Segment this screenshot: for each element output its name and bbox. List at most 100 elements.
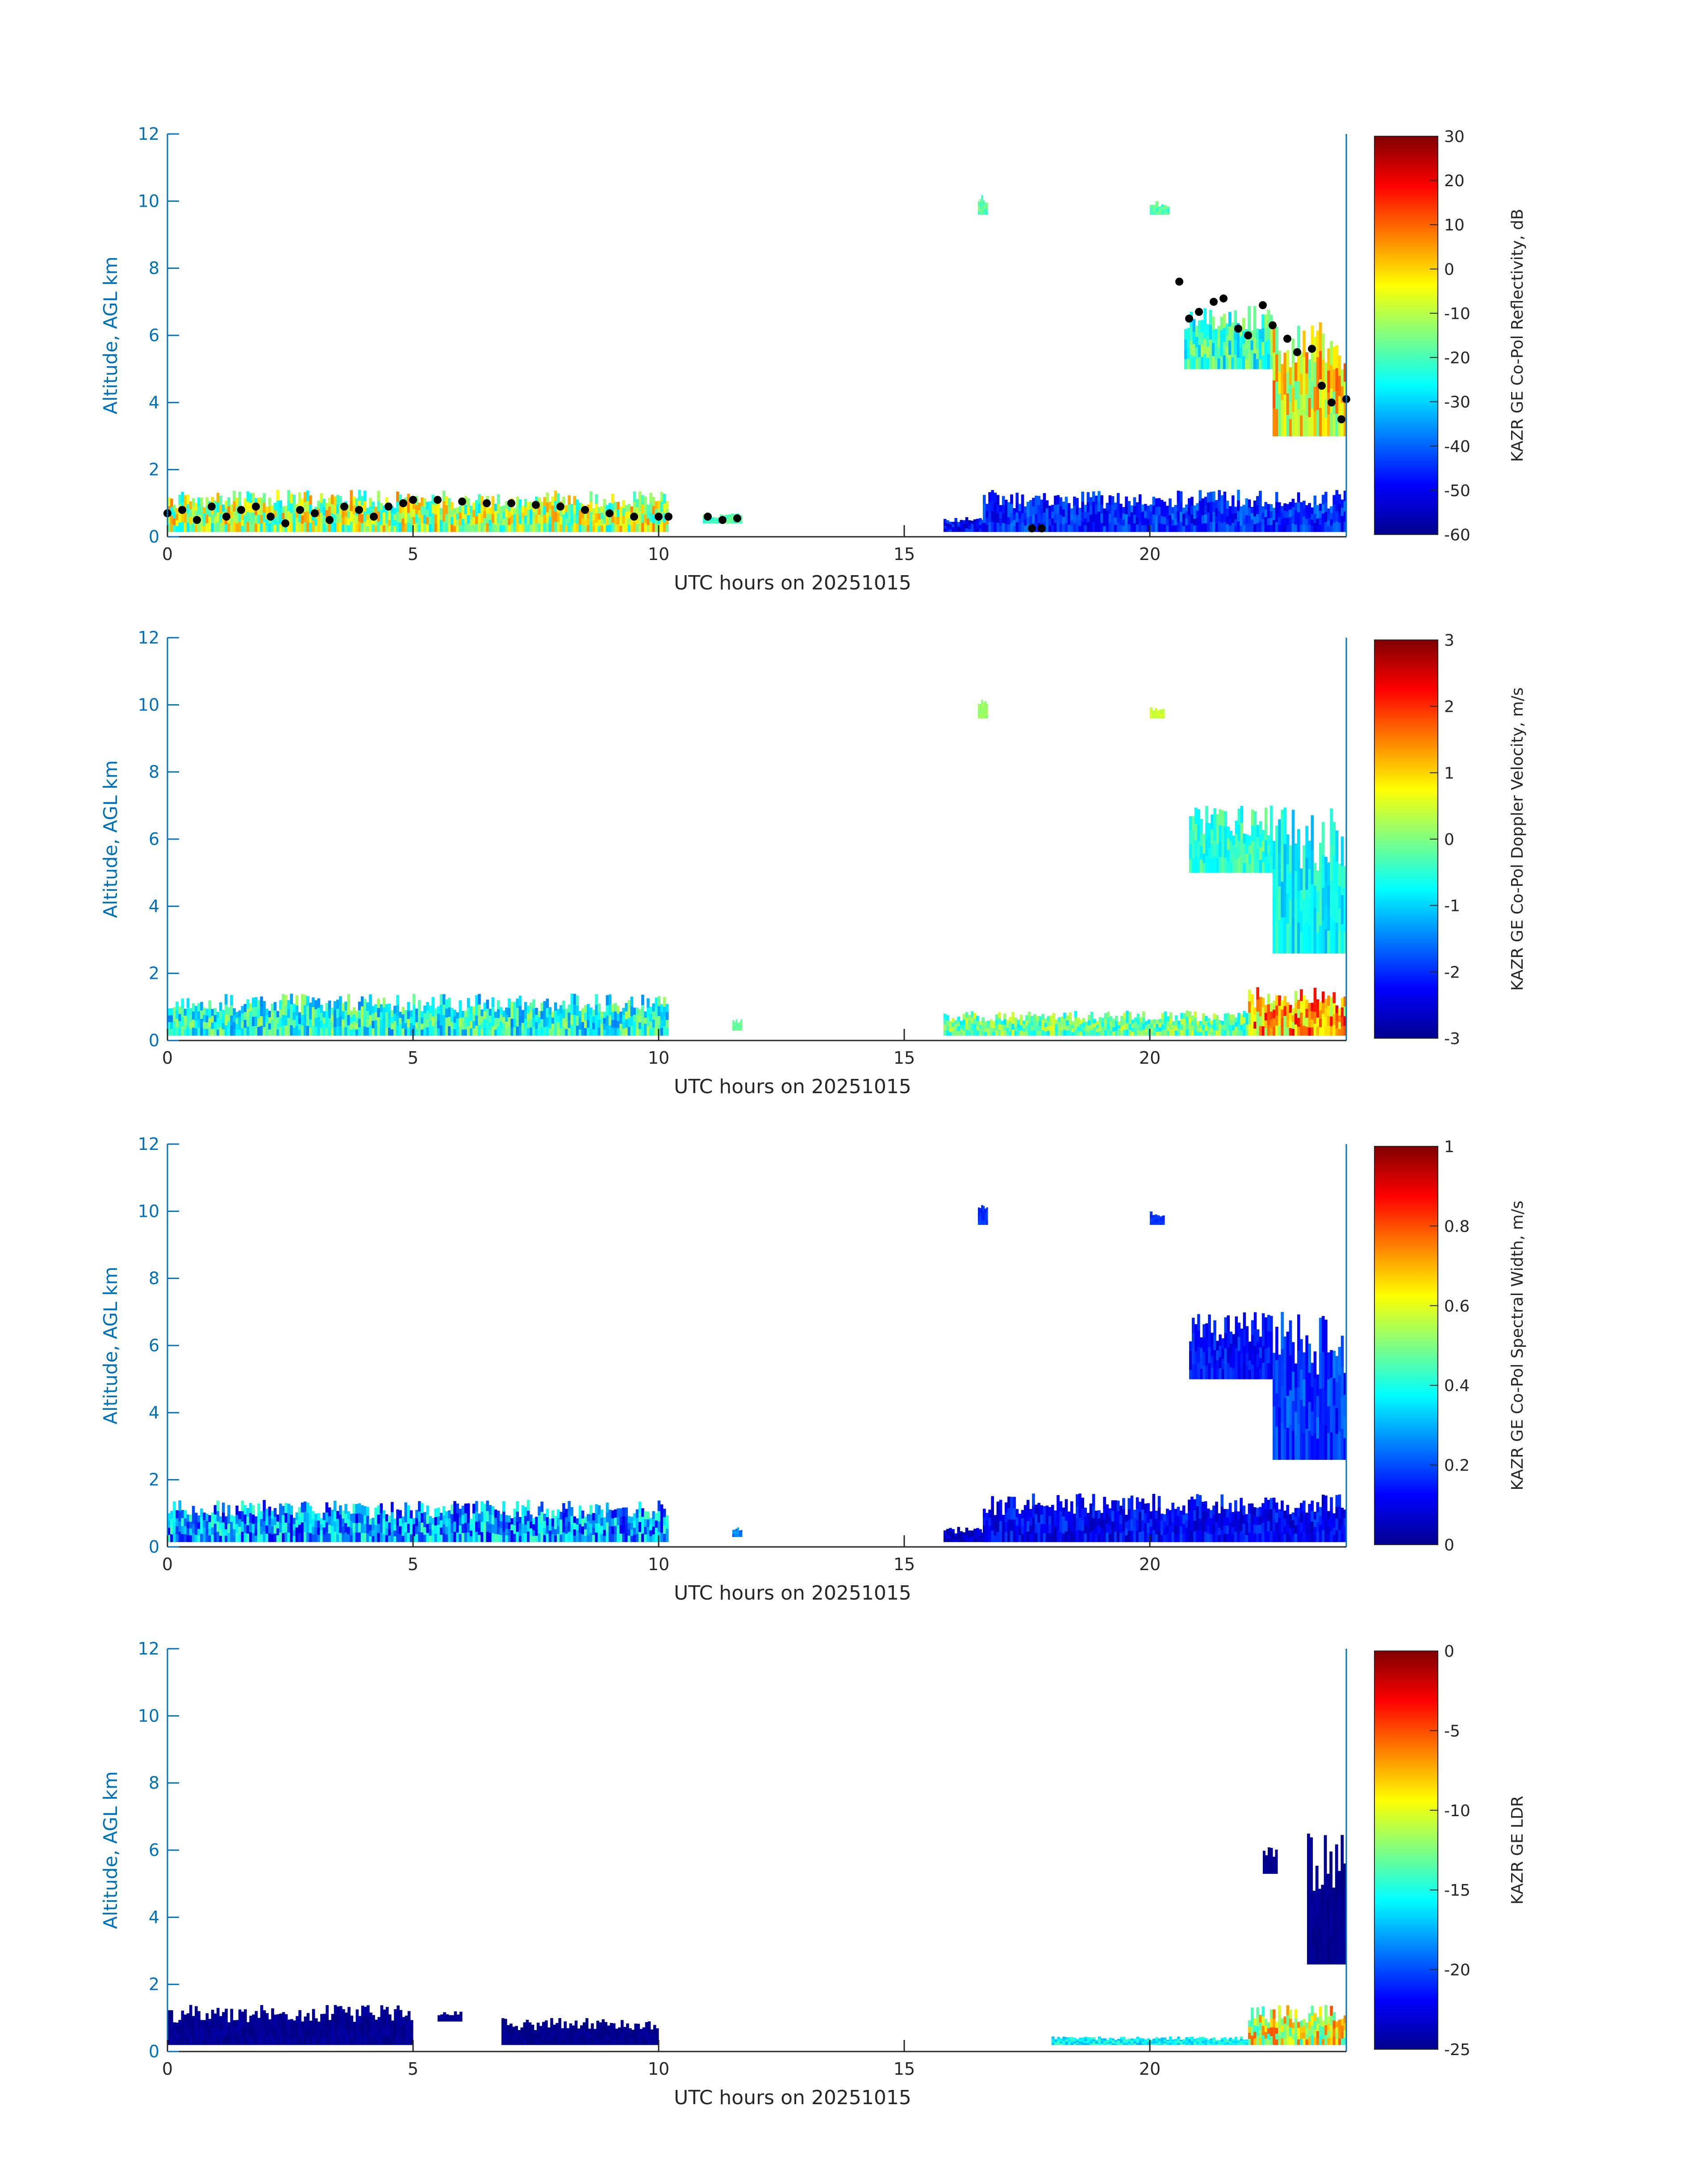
y-tick-label: 10: [138, 695, 159, 715]
y-tick-label: 6: [149, 326, 159, 345]
overlay-point: [1038, 524, 1046, 533]
colorbar-tick-label: -50: [1444, 482, 1470, 500]
colorbar-gradient: [1374, 639, 1438, 1039]
colorbar-label: KAZR GE Co-Pol Reflectivity, dB: [1508, 209, 1527, 462]
overlay-point: [237, 506, 245, 514]
colorbar-tick-label: -10: [1444, 305, 1470, 323]
overlay-point: [1308, 345, 1316, 353]
colorbar-tick-label: -15: [1444, 1881, 1470, 1900]
overlay-point: [532, 501, 540, 509]
overlay-point: [326, 516, 334, 524]
colorbar-gradient: [1374, 136, 1438, 535]
colorbar-tick-label: 0: [1444, 260, 1454, 279]
x-tick-label: 15: [894, 2059, 915, 2079]
x-tick-label: 15: [894, 1048, 915, 1068]
overlay-point: [1293, 348, 1301, 356]
radar-echo-field: [167, 1834, 1347, 2045]
x-tick-label: 0: [162, 1048, 173, 1068]
y-axis-label: Altitude, AGL km: [100, 760, 121, 918]
y-tick-label: 10: [138, 1706, 159, 1726]
y-tick-label: 8: [149, 762, 159, 782]
colorbar-tick-label: 0: [1444, 1536, 1454, 1554]
overlay-point: [178, 506, 186, 514]
x-axis-label: UTC hours on 20251015: [674, 2086, 911, 2109]
x-tick-label: 20: [1139, 544, 1161, 564]
overlay-point: [1195, 308, 1203, 316]
y-tick-label: 4: [149, 1907, 159, 1927]
overlay-point: [664, 512, 672, 521]
overlay-point: [409, 496, 417, 504]
colorbar-tick-label: -20: [1444, 349, 1470, 368]
panel-1: 0 2 4 6 8 10 12 0 5 10 15 20 UTC hours on 20251015 Al…: [100, 124, 1527, 594]
y-axis-label: Altitude, AGL km: [100, 1266, 121, 1424]
colorbar-gradient: [1374, 1651, 1438, 2050]
x-tick-label: 5: [408, 544, 418, 564]
overlay-point: [733, 514, 741, 522]
overlay-point: [1269, 321, 1277, 330]
y-tick-label: 8: [149, 259, 159, 278]
colorbar-tick-label: 1: [1444, 1138, 1454, 1156]
overlay-point: [281, 519, 289, 527]
colorbar-tick-label: 10: [1444, 216, 1465, 234]
x-tick-label: 0: [162, 1554, 173, 1574]
colorbar-tick-label: -25: [1444, 2041, 1470, 2059]
colorbar-tick-label: -10: [1444, 1802, 1470, 1820]
overlay-point: [655, 512, 663, 521]
overlay-point: [340, 502, 348, 511]
y-tick-label: 0: [149, 1031, 159, 1050]
y-tick-label: 2: [149, 1470, 159, 1490]
overlay-point: [630, 512, 638, 521]
colorbar: 1 0.8 0.6 0.4 0.2 0 KAZR GE Co-Pol Spectral Wi…: [1374, 1138, 1527, 1554]
colorbar: 30 20 10 0 -10 -20 -30 -40 -50 -60 KAZR GE Co-Pol …: [1374, 128, 1527, 544]
y-tick-label: 0: [149, 2042, 159, 2061]
colorbar-tick-label: -60: [1444, 526, 1470, 544]
x-tick-label: 10: [648, 1554, 669, 1574]
overlay-point: [704, 512, 712, 521]
colorbar-tick-label: 0: [1444, 1642, 1454, 1661]
colorbar-gradient: [1374, 1146, 1438, 1545]
colorbar-tick-label: 0.4: [1444, 1377, 1470, 1395]
x-tick-label: 0: [162, 2059, 173, 2079]
colorbar-tick-label: -40: [1444, 438, 1470, 456]
colorbar-tick-label: -3: [1444, 1030, 1460, 1048]
colorbar-tick-label: -1: [1444, 897, 1460, 915]
y-tick-label: 12: [138, 1639, 159, 1659]
overlay-point: [1328, 398, 1336, 407]
x-axis-label: UTC hours on 20251015: [674, 1582, 911, 1605]
colorbar-tick-label: -20: [1444, 1961, 1470, 1980]
panel-4: 0 2 4 6 8 10 12 0 5 10 15 20 UTC hours on 20251015 Al…: [100, 1639, 1527, 2109]
radar-echo-field: [167, 195, 1347, 532]
x-tick-label: 0: [162, 544, 173, 564]
y-tick-label: 8: [149, 1269, 159, 1288]
overlay-point: [370, 512, 378, 521]
colorbar-tick-label: 20: [1444, 172, 1465, 190]
overlay-point: [483, 499, 491, 507]
colorbar-label: KAZR GE Co-Pol Doppler Velocity, m/s: [1508, 687, 1527, 990]
y-tick-label: 10: [138, 1201, 159, 1221]
y-axis-label: Altitude, AGL km: [100, 1771, 121, 1929]
colorbar-tick-label: -5: [1444, 1722, 1460, 1740]
y-tick-label: 10: [138, 191, 159, 211]
x-tick-label: 20: [1139, 1048, 1161, 1068]
overlay-point: [1259, 301, 1267, 309]
overlay-point: [1283, 334, 1291, 343]
overlay-point: [222, 512, 230, 521]
y-tick-label: 12: [138, 124, 159, 144]
y-tick-label: 2: [149, 964, 159, 983]
colorbar-tick-label: 1: [1444, 764, 1454, 782]
y-tick-label: 2: [149, 1975, 159, 1994]
y-tick-label: 0: [149, 527, 159, 547]
colorbar: 3 2 1 0 -1 -2 -3 KAZR GE Co-Pol Doppler Velocit…: [1374, 631, 1527, 1048]
colorbar-tick-label: 30: [1444, 128, 1465, 146]
overlay-point: [252, 502, 260, 511]
x-axis-label: UTC hours on 20251015: [674, 572, 911, 594]
colorbar-tick-label: 2: [1444, 698, 1454, 716]
overlay-point: [311, 509, 319, 518]
colorbar-label: KAZR GE Co-Pol Spectral Width, m/s: [1508, 1200, 1527, 1490]
x-tick-label: 5: [408, 1048, 418, 1068]
x-tick-label: 20: [1139, 2059, 1161, 2079]
overlay-point: [208, 502, 216, 511]
colorbar-tick-label: -2: [1444, 963, 1460, 982]
overlay-point: [1244, 331, 1252, 339]
